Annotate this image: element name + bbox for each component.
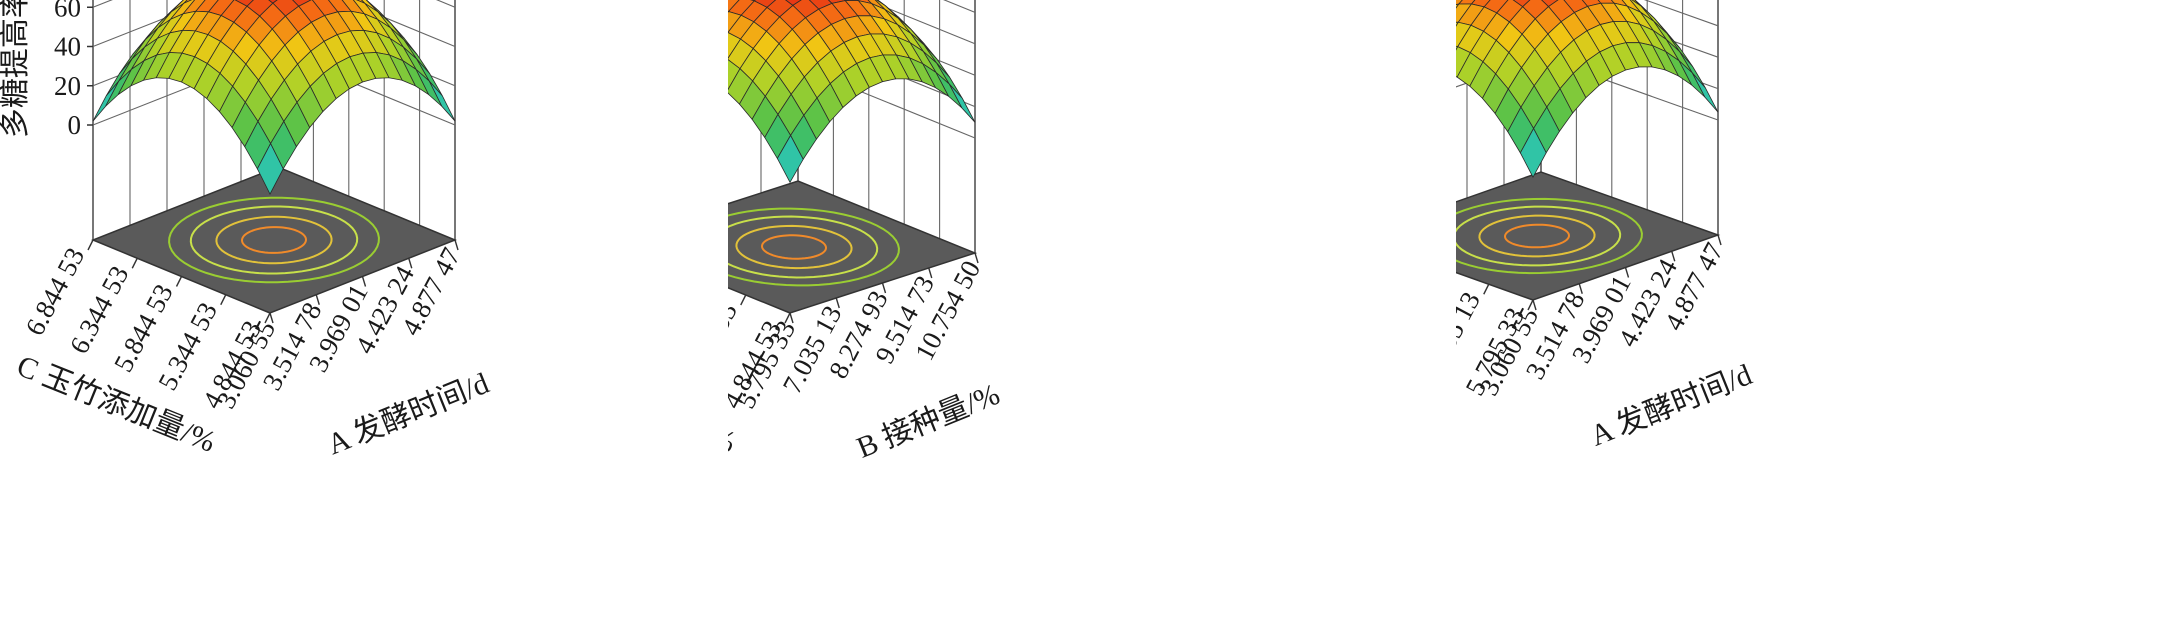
surface-cell [1519, 127, 1547, 179]
surface-cell [268, 0, 278, 4]
y-tick-mark [408, 258, 413, 269]
contour-line [761, 234, 827, 260]
floor-contours [168, 196, 380, 284]
contour-line [168, 196, 380, 284]
surface-plot-1: 020406080多糖提高率/%4.844 535.344 535.844 53… [0, 0, 728, 623]
y-tick-mark [1624, 267, 1630, 278]
y-tick-mark [1532, 299, 1537, 311]
response-surface [92, 0, 456, 195]
y-tick-mark [1578, 283, 1583, 294]
x-tick-mark [1527, 299, 1534, 311]
z-tick-label: 20 [54, 71, 81, 101]
contour-line [189, 205, 359, 275]
surface-plot-2-svg: -20020406080多糖提高率/%4.844 535.344 535.844… [728, 0, 1004, 465]
surface-plot-1-svg: 020406080多糖提高率/%4.844 535.344 535.844 53… [0, 0, 494, 462]
surface-plot-2: -20020406080多糖提高率/%4.844 535.344 535.844… [728, 0, 1456, 623]
contour-line [1504, 223, 1570, 249]
surface-cell [784, 0, 802, 6]
contour-line [735, 224, 853, 270]
contour-line [1456, 197, 1643, 275]
z-axis-label: 多糖提高率/% [0, 0, 32, 138]
response-surface [1456, 0, 1719, 179]
y-tick-mark [974, 252, 979, 264]
y-tick-mark [454, 239, 459, 251]
surface-cell [92, 80, 120, 122]
x-tick-mark [264, 312, 271, 324]
contour-line [1456, 205, 1622, 267]
surface-plot-3: -20020406080多糖提高率/%5.795 337.035 138.274… [1456, 0, 2184, 623]
y-axis-label: A 发酵时间/d [323, 367, 494, 462]
x-tick-mark [740, 294, 747, 306]
surface-cell [1691, 72, 1719, 113]
x-tick-mark [131, 257, 138, 269]
x-tick-mark [87, 239, 94, 251]
surface-plot-3-svg: -20020406080多糖提高率/%5.795 337.035 138.274… [1456, 0, 1757, 453]
y-axis-label: A 发酵时间/d [1586, 358, 1757, 453]
y-tick-mark [1671, 251, 1676, 262]
y-tick-mark [1717, 234, 1722, 246]
contour-line [1478, 214, 1596, 258]
z-tick-label: 60 [54, 0, 81, 22]
surface-cell [428, 80, 456, 122]
y-tick-mark [789, 312, 794, 324]
wall-gridline [1643, 0, 1719, 27]
z-tick-label: 0 [68, 110, 82, 140]
contour-line [728, 207, 900, 287]
contour-line [241, 226, 307, 254]
surface-cell [256, 142, 284, 195]
contour-line [215, 215, 333, 265]
x-tick-mark [220, 294, 227, 306]
z-tick-label: 40 [54, 32, 81, 62]
y-tick-mark [315, 294, 320, 305]
floor-contours [728, 207, 900, 287]
surface-cell [1456, 0, 1463, 6]
surface-cell [948, 83, 976, 123]
floor-contours [1456, 197, 1643, 275]
y-tick-mark [835, 297, 840, 309]
x-tick-mark [175, 276, 183, 287]
y-tick-mark [881, 282, 887, 294]
x-tick-mark [1483, 283, 1490, 295]
wall-gridline [865, 0, 976, 45]
y-tick-mark [269, 312, 274, 324]
contour-floor [1456, 171, 1721, 301]
y-tick-mark [361, 276, 367, 287]
surface-cell [776, 134, 804, 184]
contour-line [728, 215, 879, 279]
z-axis: 020406080 [54, 0, 93, 140]
y-tick-mark [928, 267, 933, 279]
response-surface [728, 0, 976, 184]
wall-gridline [92, 0, 456, 48]
x-tick-mark [784, 312, 791, 324]
y-axis-label: B 接种量/% [852, 378, 1004, 465]
